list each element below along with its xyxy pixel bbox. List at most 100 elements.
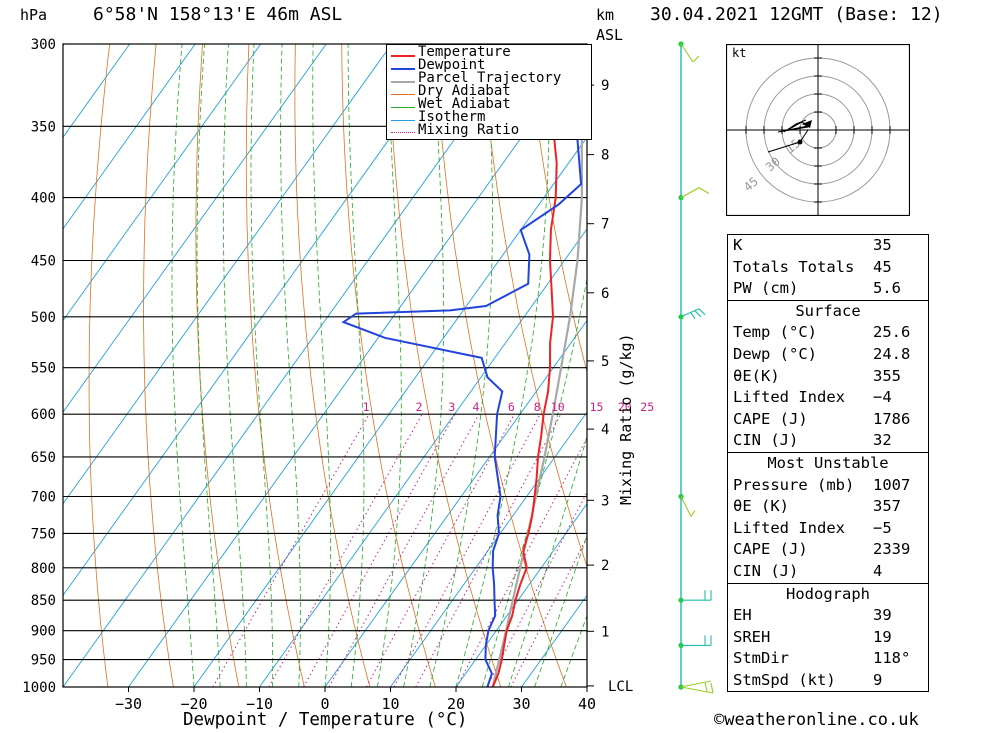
x-tick-label: −20 bbox=[180, 695, 207, 713]
surface-dewp-label: Dewp (°C) bbox=[733, 344, 817, 363]
isotherm-line bbox=[63, 44, 131, 139]
surface-dewp-value: 24.8 bbox=[873, 344, 911, 363]
pressure-label: 750 bbox=[31, 526, 56, 542]
mixing-ratio-label: 15 bbox=[590, 400, 604, 414]
mu-cin-label: CIN (J) bbox=[733, 561, 799, 580]
isotherm-line bbox=[63, 44, 262, 322]
isotherm-line bbox=[63, 44, 458, 597]
location-title: 6°58'N 158°13'E 46m ASL bbox=[93, 4, 343, 25]
parcel-trajectory-line bbox=[491, 44, 584, 687]
wind-barb bbox=[681, 635, 712, 646]
chart-legend: Temperature Dewpoint Parcel Trajectory D… bbox=[386, 44, 592, 140]
legend-parcel-swatch bbox=[391, 81, 415, 83]
wind-barb bbox=[681, 590, 712, 601]
mixing-ratio-label: 2 bbox=[416, 400, 423, 414]
legend-temperature-swatch bbox=[391, 55, 415, 57]
mixing-ratio-line bbox=[365, 413, 515, 687]
x-tick-label: −10 bbox=[246, 695, 273, 713]
wind-barb-stroke bbox=[680, 187, 700, 199]
height-label: 9 bbox=[601, 78, 609, 94]
height-label: LCL bbox=[608, 679, 633, 695]
stmdir-label: StmDir bbox=[733, 649, 789, 668]
pressure-label: 900 bbox=[31, 624, 56, 640]
mixing-ratio-line bbox=[486, 491, 587, 687]
isotherm-line bbox=[193, 136, 587, 687]
isotherm-line bbox=[455, 502, 587, 687]
x-tick-label: 10 bbox=[381, 695, 399, 713]
mu-pressure-value: 1007 bbox=[873, 475, 911, 494]
pressure-label: 650 bbox=[31, 450, 56, 466]
height-unit-asl: ASL bbox=[596, 26, 624, 44]
mixing-ratio-label: 4 bbox=[473, 400, 480, 414]
x-tick-label: 40 bbox=[578, 695, 596, 713]
mixing-ratio-label: 25 bbox=[640, 400, 654, 414]
dry-adiabat-line bbox=[88, 44, 111, 687]
surface-temp-value: 25.6 bbox=[873, 323, 911, 342]
height-label: 7 bbox=[601, 217, 609, 233]
pressure-label: 300 bbox=[31, 37, 56, 53]
wet-adiabat-line bbox=[347, 44, 365, 687]
wind-barb bbox=[680, 187, 710, 199]
mu-cin-value: 4 bbox=[873, 561, 883, 580]
k-index-label: K bbox=[733, 236, 743, 254]
wind-barb-stroke bbox=[680, 308, 700, 318]
isotherm-line bbox=[63, 44, 524, 687]
pressure-label: 800 bbox=[31, 561, 56, 577]
most-unstable-title: Most Unstable bbox=[728, 451, 928, 475]
eh-label: EH bbox=[733, 606, 752, 625]
stmspd-label: StmSpd (kt) bbox=[733, 670, 836, 689]
wind-barb bbox=[680, 308, 706, 320]
pw-label: PW (cm) bbox=[733, 279, 799, 298]
wet-adiabat-line bbox=[481, 276, 587, 687]
wind-barb bbox=[680, 496, 696, 517]
wind-barb bbox=[680, 43, 700, 63]
x-tick-label: 30 bbox=[512, 695, 530, 713]
mixing-ratio-lines bbox=[212, 413, 587, 687]
wet-adiabat-line bbox=[196, 44, 221, 687]
isotherm-line bbox=[63, 44, 327, 413]
pressure-label: 600 bbox=[31, 407, 56, 423]
pressure-label: 350 bbox=[31, 119, 56, 135]
legend-parcel: Parcel Trajectory bbox=[418, 70, 562, 86]
surface-cin-label: CIN (J) bbox=[733, 431, 799, 450]
height-label: 2 bbox=[601, 558, 609, 574]
legend-dry-adiabat-swatch bbox=[391, 94, 415, 95]
height-label: 6 bbox=[601, 286, 609, 302]
isotherm-line bbox=[63, 44, 393, 505]
hodograph-plot: kt 15 30 45 bbox=[726, 44, 910, 216]
pressure-label: 950 bbox=[31, 653, 56, 669]
isotherm-line bbox=[324, 319, 587, 687]
dry-adiabat-line bbox=[992, 44, 1000, 687]
totals-value: 45 bbox=[873, 257, 892, 276]
pressure-label: 500 bbox=[31, 310, 56, 326]
wet-adiabat-line bbox=[312, 44, 332, 687]
k-index-value: 35 bbox=[873, 236, 892, 254]
wind-barb bbox=[680, 680, 714, 694]
surface-cin-value: 32 bbox=[873, 431, 892, 450]
wind-barb-stroke bbox=[680, 686, 714, 694]
legend-wet-adiabat-swatch bbox=[391, 107, 415, 108]
wet-adiabat-line bbox=[455, 44, 550, 687]
wind-barb-stroke bbox=[680, 680, 712, 688]
mixing-ratio-line bbox=[328, 413, 480, 687]
surface-li-label: Lifted Index bbox=[733, 388, 845, 407]
height-label: 4 bbox=[601, 422, 609, 438]
mu-cape-label: CAPE (J) bbox=[733, 540, 808, 559]
mixing-ratio-label: 10 bbox=[551, 400, 565, 414]
wind-barb-stroke bbox=[690, 312, 696, 320]
mu-cape-value: 2339 bbox=[873, 540, 911, 559]
mixing-ratio-labels: 1 2 3 4 6 8 10 15 20 25 bbox=[363, 400, 654, 414]
x-tick-label: 0 bbox=[320, 695, 329, 713]
dry-adiabat-line bbox=[527, 44, 587, 374]
footer-credit: ©weatheronline.co.uk bbox=[714, 710, 919, 730]
mixing-ratio-line bbox=[268, 413, 423, 687]
dry-adiabat-line bbox=[195, 44, 240, 687]
height-unit-km: km bbox=[596, 6, 615, 24]
surface-cape-value: 1786 bbox=[873, 409, 911, 428]
wet-adiabat-line bbox=[171, 44, 195, 687]
plot-frame bbox=[62, 43, 588, 688]
wind-barb-stroke bbox=[680, 496, 692, 517]
temperature-line bbox=[491, 44, 558, 687]
isotherm-line bbox=[259, 228, 587, 687]
